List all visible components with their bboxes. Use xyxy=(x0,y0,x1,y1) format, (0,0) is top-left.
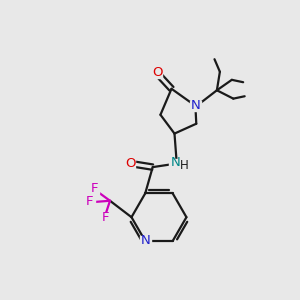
Bar xyxy=(190,101,201,111)
Text: O: O xyxy=(125,157,136,170)
Text: N: N xyxy=(140,235,150,248)
Bar xyxy=(90,185,99,194)
Bar xyxy=(140,236,151,246)
Bar xyxy=(125,159,135,168)
Bar xyxy=(86,198,95,206)
Text: F: F xyxy=(91,182,98,195)
Text: N: N xyxy=(171,156,181,170)
Text: F: F xyxy=(86,195,93,208)
Text: H: H xyxy=(180,158,189,172)
Bar xyxy=(100,213,109,221)
Bar xyxy=(169,159,184,168)
Text: F: F xyxy=(101,211,109,224)
Text: O: O xyxy=(152,66,162,79)
Bar xyxy=(152,68,162,78)
Text: N: N xyxy=(190,99,200,112)
